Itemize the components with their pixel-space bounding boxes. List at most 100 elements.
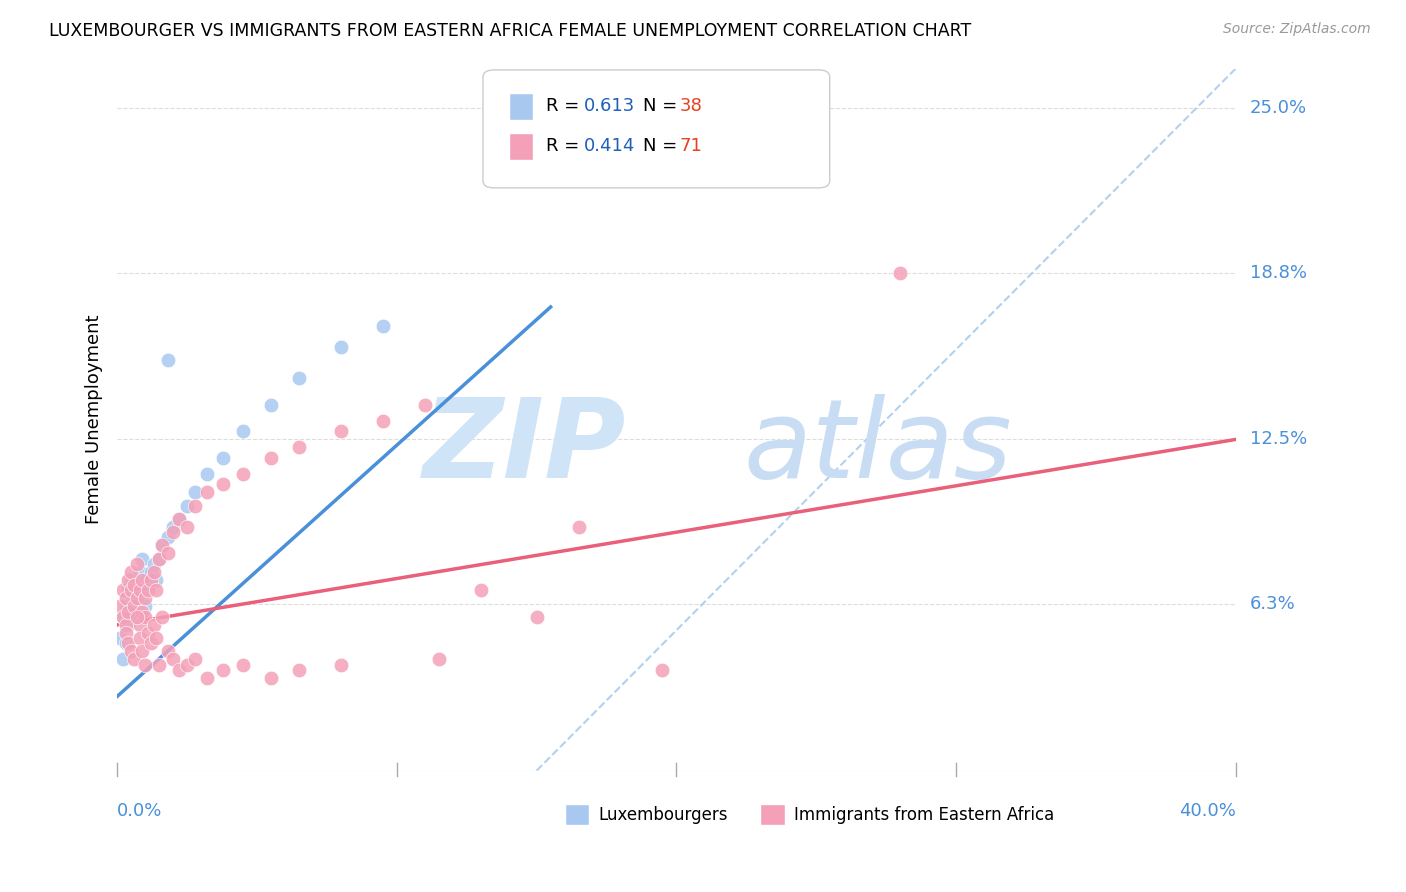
Point (371, 414, 394, 428)
Point (117, 583, 139, 598)
Text: Luxembourgers: Luxembourgers (598, 805, 728, 824)
Point (162, 525, 184, 540)
Point (114, 636, 136, 650)
Point (122, 591, 145, 606)
Point (131, 644, 153, 658)
Point (120, 644, 142, 658)
FancyBboxPatch shape (509, 133, 533, 160)
Point (651, 663, 673, 677)
Point (212, 663, 235, 677)
Point (142, 565, 165, 579)
Point (150, 538, 173, 552)
Point (128, 583, 150, 598)
Point (139, 636, 162, 650)
Point (117, 636, 139, 650)
Point (288, 441, 311, 455)
Y-axis label: Female Unemployment: Female Unemployment (86, 315, 103, 524)
Point (111, 610, 134, 624)
Point (122, 610, 145, 624)
Point (134, 591, 156, 606)
Point (150, 610, 173, 624)
Point (427, 652, 450, 666)
Point (117, 618, 139, 632)
Text: 18.8%: 18.8% (1250, 263, 1306, 282)
Text: 0.0%: 0.0% (117, 803, 163, 821)
Point (176, 499, 198, 513)
Text: N =: N = (643, 96, 683, 115)
Point (148, 551, 170, 566)
Point (142, 618, 165, 632)
Point (167, 512, 190, 526)
Point (148, 657, 170, 672)
Point (120, 565, 142, 579)
Point (114, 618, 136, 632)
Point (470, 583, 492, 598)
Point (526, 610, 548, 624)
Point (125, 578, 148, 592)
Text: Immigrants from Eastern Africa: Immigrants from Eastern Africa (794, 805, 1054, 824)
Point (122, 652, 145, 666)
Point (120, 573, 142, 587)
Text: 0.414: 0.414 (583, 136, 636, 154)
Point (134, 599, 156, 614)
Point (131, 551, 153, 566)
Text: 38: 38 (681, 96, 703, 115)
Text: Source: ZipAtlas.com: Source: ZipAtlas.com (1223, 22, 1371, 37)
Point (139, 573, 162, 587)
Point (120, 583, 142, 598)
Point (136, 578, 159, 592)
Text: R =: R = (546, 136, 585, 154)
Point (125, 599, 148, 614)
Point (371, 318, 394, 333)
Point (128, 565, 150, 579)
Text: N =: N = (643, 136, 683, 154)
Point (134, 573, 156, 587)
Point (156, 546, 179, 560)
Point (167, 663, 190, 677)
Point (134, 610, 156, 624)
Text: atlas: atlas (744, 394, 1012, 501)
Point (108, 599, 131, 614)
Point (125, 610, 148, 624)
Point (176, 520, 198, 534)
Point (260, 671, 283, 685)
Point (288, 371, 311, 385)
Text: R =: R = (546, 96, 585, 115)
Point (131, 573, 153, 587)
Point (111, 610, 134, 624)
Point (195, 671, 218, 685)
Point (142, 557, 165, 571)
Point (413, 398, 436, 412)
Point (139, 565, 162, 579)
Point (195, 467, 218, 481)
Point (122, 578, 145, 592)
Point (131, 583, 153, 598)
Point (156, 531, 179, 545)
Point (156, 644, 179, 658)
Point (108, 631, 131, 645)
Point (568, 520, 591, 534)
Point (114, 599, 136, 614)
Text: LUXEMBOURGER VS IMMIGRANTS FROM EASTERN AFRICA FEMALE UNEMPLOYMENT CORRELATION C: LUXEMBOURGER VS IMMIGRANTS FROM EASTERN … (49, 22, 972, 40)
Point (128, 631, 150, 645)
Point (136, 583, 159, 598)
Point (232, 425, 254, 439)
Point (136, 625, 159, 640)
Text: 0.613: 0.613 (583, 96, 636, 115)
Point (176, 657, 198, 672)
Point (212, 477, 235, 491)
Point (145, 583, 167, 598)
Point (212, 450, 235, 465)
Point (184, 652, 207, 666)
Point (889, 266, 911, 280)
Point (260, 398, 283, 412)
Point (114, 591, 136, 606)
Point (288, 663, 311, 677)
Point (329, 425, 352, 439)
Point (232, 467, 254, 481)
Point (114, 625, 136, 640)
Point (195, 485, 218, 500)
Point (128, 591, 150, 606)
Point (131, 605, 153, 619)
Text: 25.0%: 25.0% (1250, 99, 1306, 117)
